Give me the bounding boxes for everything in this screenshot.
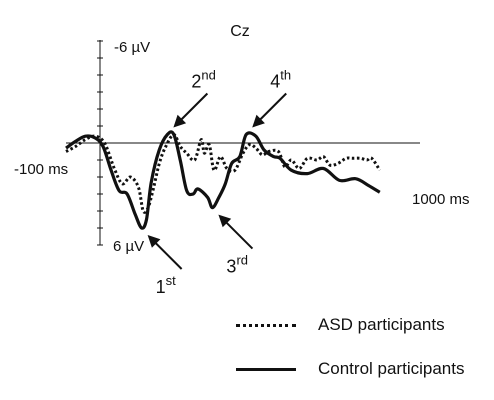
- legend-solid-line-icon: [236, 367, 296, 371]
- annotation-label: 1st: [156, 273, 177, 297]
- annotation-peak-4: 4th: [252, 68, 291, 128]
- arrowhead-icon: [173, 114, 187, 128]
- control-participants-waveform: [65, 130, 381, 230]
- y-axis-ticks: [97, 40, 103, 246]
- annotation-arrow: [223, 219, 254, 250]
- x-start-label: -100 ms: [14, 161, 68, 178]
- annotation-peak-2: 2nd: [173, 68, 216, 128]
- arrowhead-icon: [147, 235, 161, 248]
- legend-item-asd: ASD participants: [236, 312, 494, 338]
- annotation-label: 4th: [270, 68, 291, 92]
- arrowhead-icon: [252, 114, 265, 128]
- legend-label-asd: ASD participants: [318, 315, 445, 334]
- erp-chart: Cz -6 µV 6 µV -100 ms 1000 ms 1st 2nd 3rd 4…: [14, 23, 470, 297]
- y-bottom-label: 6 µV: [113, 238, 144, 255]
- annotation-arrow: [152, 240, 183, 270]
- channel-label: Cz: [230, 23, 250, 40]
- annotation-arrow: [257, 92, 287, 123]
- x-end-label: 1000 ms: [412, 191, 470, 208]
- legend-label-control: Control participants: [318, 359, 465, 378]
- legend: ASD participants Control participants: [236, 312, 494, 400]
- y-top-label: -6 µV: [114, 39, 150, 56]
- annotation-peak-1: 1st: [147, 235, 183, 297]
- legend-item-control: Control participants: [236, 356, 494, 382]
- annotation-label: 2nd: [191, 68, 215, 92]
- annotation-label: 3rd: [226, 253, 248, 277]
- legend-dotted-line-icon: [236, 323, 296, 327]
- asd-participants-waveform: [65, 133, 382, 214]
- annotation-arrow: [178, 92, 209, 123]
- arrowhead-icon: [218, 214, 232, 228]
- annotation-peak-3: 3rd: [218, 214, 254, 277]
